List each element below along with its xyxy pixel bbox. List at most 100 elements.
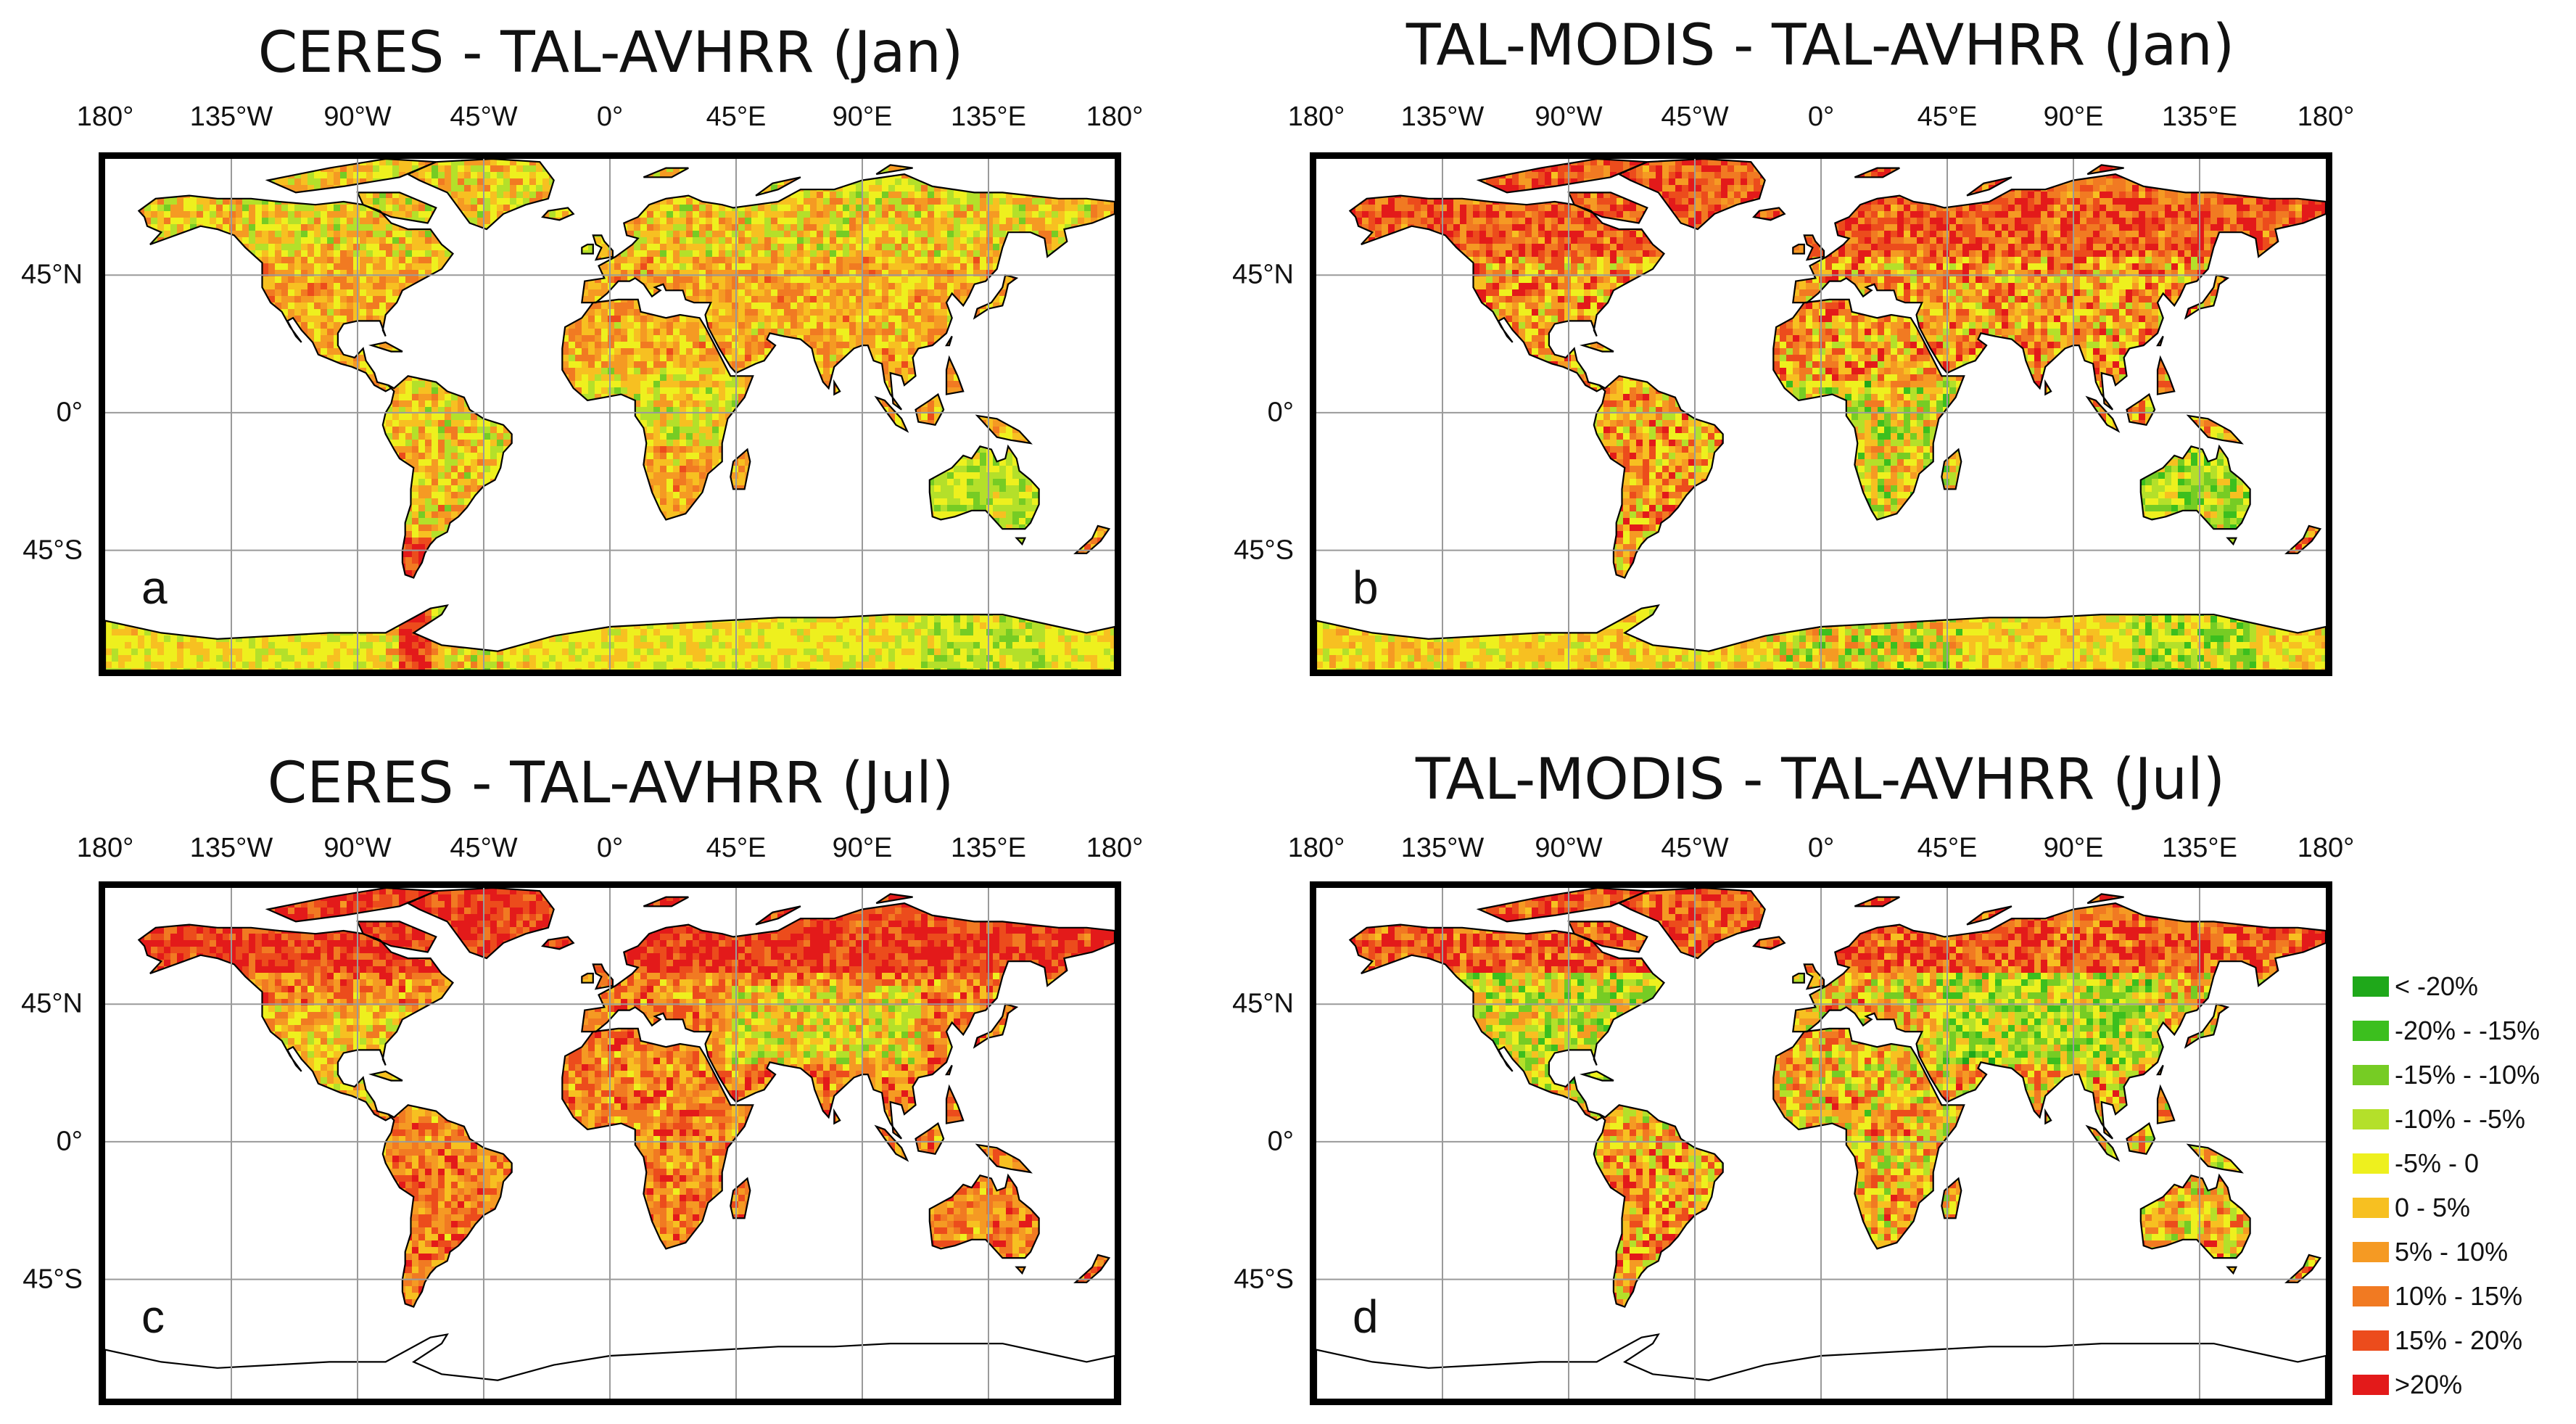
lat-tick-label: 0° <box>1268 1126 1294 1157</box>
coastline-eurasia <box>581 902 1115 1140</box>
coastline-baffin <box>356 192 437 224</box>
coastline-philippines <box>2156 355 2176 395</box>
panel-a-title: CERES - TAL-AVHRR (Jan) <box>258 20 964 86</box>
legend-label: 10% - 15% <box>2395 1282 2522 1311</box>
lon-tick-label: 0° <box>597 102 623 133</box>
lon-tick-label: 90°W <box>1535 102 1602 133</box>
coastline-taiwan <box>2156 1064 2164 1076</box>
lat-tick-label: 45°S <box>22 535 83 566</box>
coastline-greenland <box>406 888 555 960</box>
legend-swatch <box>2353 1242 2389 1262</box>
legend-label: 5% - 10% <box>2395 1238 2508 1267</box>
lon-tick-label: 135°E <box>951 833 1026 864</box>
coastline-cuba <box>1580 1070 1614 1082</box>
lon-tick-label: 90°W <box>323 833 391 864</box>
coastline-svalbard <box>1854 167 1900 178</box>
coastline-sumatra <box>874 1124 909 1162</box>
lat-tick-label: 0° <box>1268 397 1294 428</box>
coastline-africa <box>1772 1027 1965 1250</box>
graticule-c <box>105 888 1115 1399</box>
coastline-severnaya <box>875 164 913 176</box>
coastline-srilanka <box>2044 1108 2052 1125</box>
lat-tick-label: 45°N <box>21 989 83 1020</box>
coastline-cuba <box>368 341 403 353</box>
panel-d-title: TAL-MODIS - TAL-AVHRR (Jul) <box>1416 747 2225 812</box>
lat-tick-label: 0° <box>57 397 83 428</box>
coastline-ireland <box>581 972 594 984</box>
panel-letter-a: a <box>141 561 168 614</box>
lat-tick-label: 45°N <box>1232 260 1294 291</box>
coastline-ireland <box>581 243 594 255</box>
coastline-newZealand <box>2284 524 2322 554</box>
coastline-borneo <box>915 1121 945 1156</box>
lon-tick-label: 180° <box>1086 102 1144 133</box>
lon-tick-label: 45°W <box>1661 102 1728 133</box>
coastline-sumatra <box>2085 395 2121 433</box>
coastline-greenland <box>1617 159 1766 231</box>
coastline-japan <box>973 1003 1019 1049</box>
coastline-canadaIslands <box>1476 888 1648 923</box>
coastline-cuba <box>368 1070 403 1082</box>
legend-label: -5% - 0 <box>2395 1149 2479 1178</box>
coastline-ireland <box>1792 243 1805 255</box>
coastline-tasmania <box>2226 1266 2238 1275</box>
lon-tick-label: 45°W <box>450 102 517 133</box>
coastline-taiwan <box>945 1064 953 1076</box>
map-frame-c: c <box>99 881 1121 1405</box>
map-frame-a: a <box>99 152 1121 676</box>
coastline-tasmania <box>1015 1266 1027 1275</box>
coastline-newGuinea <box>2186 414 2244 445</box>
legend-swatch <box>2353 1065 2389 1085</box>
lon-tick-label: 180° <box>77 102 134 133</box>
lon-tick-label: 135°E <box>951 102 1026 133</box>
lon-tick-label: 135°E <box>2162 102 2237 133</box>
coastline-cuba <box>1580 341 1614 353</box>
coastline-northAmerica <box>1348 923 1666 1121</box>
coastline-philippines <box>945 1084 965 1124</box>
coastline-southAmerica <box>381 1104 513 1308</box>
coastline-australia <box>928 1173 1040 1259</box>
coastline-greenland <box>1617 888 1766 960</box>
lon-tick-label: 45°W <box>450 833 517 864</box>
coastline-novaya <box>755 905 801 926</box>
coastline-eurasia <box>1792 902 2326 1140</box>
coastline-greenland <box>406 159 555 231</box>
coastline-japan <box>2184 273 2230 320</box>
coastline-novaya <box>755 176 801 197</box>
graticule-d <box>1316 888 2326 1399</box>
coastline-britain <box>1803 963 1825 990</box>
lat-tick-label: 45°N <box>1232 989 1294 1020</box>
coastline-iceland <box>541 936 575 950</box>
coastline-borneo <box>915 392 945 427</box>
coastline-baffin <box>356 921 437 953</box>
coastline-severnaya <box>2086 164 2124 176</box>
coastline-canadaIslands <box>1476 159 1648 194</box>
lat-tick-label: 45°N <box>21 260 83 291</box>
lon-tick-label: 90°W <box>1535 833 1602 864</box>
coastline-japan <box>2184 1003 2230 1049</box>
coastline-baffin <box>1567 921 1648 953</box>
coastlines-d <box>1316 888 2326 1399</box>
coastline-australia <box>2139 1173 2251 1259</box>
coastline-japan <box>973 273 1019 320</box>
coastline-philippines <box>2156 1084 2176 1124</box>
coastline-northAmerica <box>137 194 455 392</box>
coastline-tasmania <box>2226 537 2238 546</box>
coastline-southAmerica <box>1593 375 1724 579</box>
map-svg-a <box>105 159 1115 670</box>
coastline-newZealand <box>2284 1254 2322 1283</box>
coastline-britain <box>592 234 614 261</box>
coastline-svalbard <box>643 896 689 908</box>
panel-letter-c: c <box>141 1290 165 1343</box>
coastline-britain <box>592 963 614 990</box>
coastline-madagascar <box>730 448 751 490</box>
panel-b-title: TAL-MODIS - TAL-AVHRR (Jan) <box>1406 13 2234 78</box>
coastline-madagascar <box>730 1177 751 1219</box>
coastline-srilanka <box>833 379 841 396</box>
lon-tick-label: 45°W <box>1661 833 1728 864</box>
legend-swatch <box>2353 976 2389 997</box>
map-frame-b: b <box>1310 152 2332 676</box>
coastline-southAmerica <box>381 375 513 579</box>
lon-tick-label: 90°E <box>2044 833 2104 864</box>
lon-tick-label: 135°W <box>1401 833 1484 864</box>
